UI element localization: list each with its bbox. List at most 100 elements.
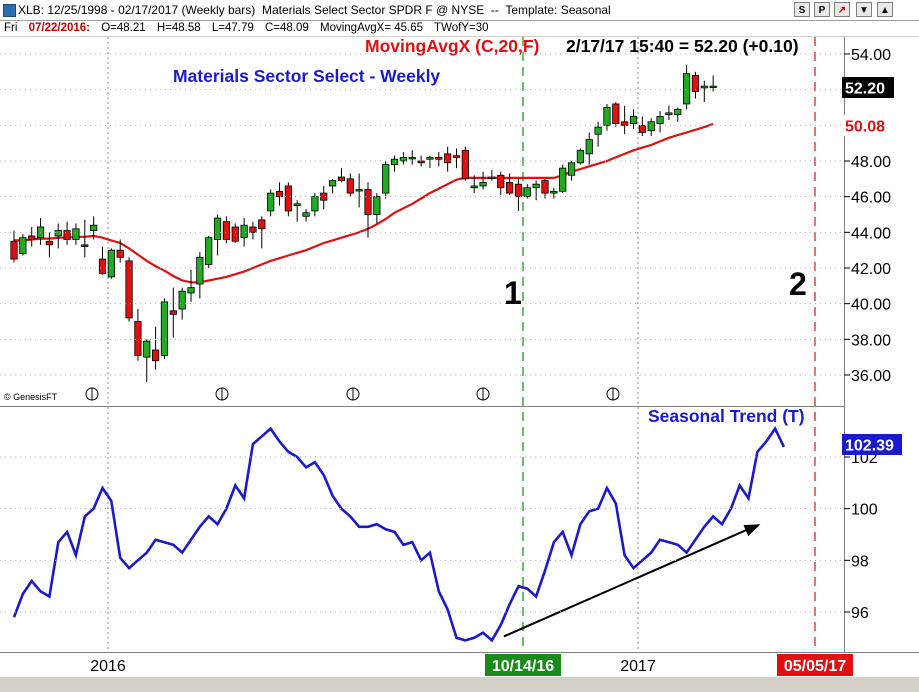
candle xyxy=(28,226,36,247)
bar-interval: (Weekly bars) xyxy=(181,3,256,17)
readout-date: 07/22/2016: xyxy=(28,22,91,34)
candle-body xyxy=(691,75,700,92)
candle-body xyxy=(63,230,71,240)
candle xyxy=(656,111,664,133)
s-button[interactable]: S xyxy=(794,2,810,17)
x-label-badge-green xyxy=(485,654,561,676)
candle-body xyxy=(647,121,655,132)
candle xyxy=(116,239,124,263)
moving-average-line xyxy=(14,122,714,284)
candle-body xyxy=(328,180,337,187)
price-tick-label: 54.00 xyxy=(851,47,891,64)
candle-body xyxy=(134,321,142,356)
candle-body xyxy=(497,174,505,189)
readout-open: O=48.21 xyxy=(101,22,146,34)
candle-body xyxy=(390,158,399,165)
candle xyxy=(488,169,496,181)
candle xyxy=(72,223,80,245)
candle-body xyxy=(28,235,36,240)
candle-body xyxy=(541,180,549,194)
event-lines xyxy=(522,37,816,652)
candle-body xyxy=(143,340,151,358)
candle-body xyxy=(231,226,239,242)
moving-average-layer xyxy=(14,122,714,284)
candle xyxy=(390,155,399,172)
candle xyxy=(683,64,691,110)
candle xyxy=(311,193,319,217)
seasonal-tick-label: 96 xyxy=(851,605,869,622)
candle-body xyxy=(125,260,133,319)
candle-body xyxy=(444,153,452,164)
moving-average-label: MovingAvgX (C,20,F) xyxy=(365,36,539,56)
candle-body xyxy=(621,121,629,126)
candle-body xyxy=(90,224,98,231)
candle xyxy=(328,178,337,194)
candle xyxy=(45,232,54,258)
minimize-button[interactable]: ▼ xyxy=(856,2,872,17)
candle xyxy=(621,105,629,135)
candle xyxy=(461,146,469,181)
title-bar: XLB: 12/25/1998 - 02/17/2017 (Weekly bar… xyxy=(0,0,919,21)
candle-body xyxy=(10,240,18,260)
candle-body xyxy=(700,85,708,89)
candle xyxy=(674,107,682,122)
p-button[interactable]: P xyxy=(814,2,830,17)
readout-moving-average: MovingAvgX= 45.65 xyxy=(320,22,424,34)
candle-body xyxy=(585,139,593,155)
candle xyxy=(426,155,434,169)
candle-body xyxy=(638,124,646,133)
candle-body xyxy=(612,103,620,124)
candle xyxy=(647,118,655,137)
pop-out-button[interactable]: ↗ xyxy=(834,2,850,17)
x-axis-label: 10/14/16 xyxy=(492,658,554,675)
candle-body xyxy=(603,107,611,126)
price-tick-label: 36.00 xyxy=(851,368,891,385)
watermark: © GenesisFT xyxy=(4,392,58,402)
marker-2: 2 xyxy=(789,266,807,302)
candle-body xyxy=(364,189,372,215)
candle-body xyxy=(196,256,204,285)
candle xyxy=(505,173,514,195)
candle-body xyxy=(505,181,514,194)
price-tick-label: 40.00 xyxy=(851,297,891,314)
candle xyxy=(541,178,549,199)
scrollbar[interactable] xyxy=(0,677,919,692)
candle xyxy=(452,148,461,169)
candle xyxy=(355,173,363,208)
candle-body xyxy=(452,155,461,158)
readout-week-of-year: TWofY=30 xyxy=(434,22,489,34)
candle xyxy=(98,246,107,276)
last-price-label: 52.20 xyxy=(845,81,885,98)
y-ticks-layer: 36.00 38.00 40.00 42.00 44.00 46.00 48.00 54.00… xyxy=(0,47,891,622)
candle xyxy=(293,200,301,222)
candle-body xyxy=(311,196,319,212)
candle xyxy=(151,326,160,370)
price-tick-label: 42.00 xyxy=(851,261,891,278)
candle xyxy=(567,161,576,181)
candle xyxy=(559,164,567,194)
candle xyxy=(187,269,195,302)
candle xyxy=(302,209,310,222)
candle-body xyxy=(240,224,248,239)
candle-body xyxy=(408,157,416,160)
candle-body xyxy=(373,196,381,215)
candle xyxy=(81,219,89,258)
candle-body xyxy=(45,240,54,246)
candle-body xyxy=(107,249,115,278)
candle-body xyxy=(249,226,257,233)
maximize-button[interactable]: ▲ xyxy=(877,2,893,17)
candle-body xyxy=(576,149,585,164)
candle-body xyxy=(594,126,602,135)
price-tick-label: 46.00 xyxy=(851,190,891,207)
candle xyxy=(382,161,390,199)
candle xyxy=(603,103,611,131)
candle xyxy=(143,339,151,383)
candle-body xyxy=(346,178,354,194)
candle-body xyxy=(514,183,523,198)
candle-body xyxy=(222,221,230,240)
security-name: Materials Select Sector SPDR F @ NYSE xyxy=(261,3,485,17)
candle-body xyxy=(355,189,363,192)
candle xyxy=(160,298,169,359)
candle-body xyxy=(426,157,434,160)
candle-body xyxy=(98,258,107,274)
